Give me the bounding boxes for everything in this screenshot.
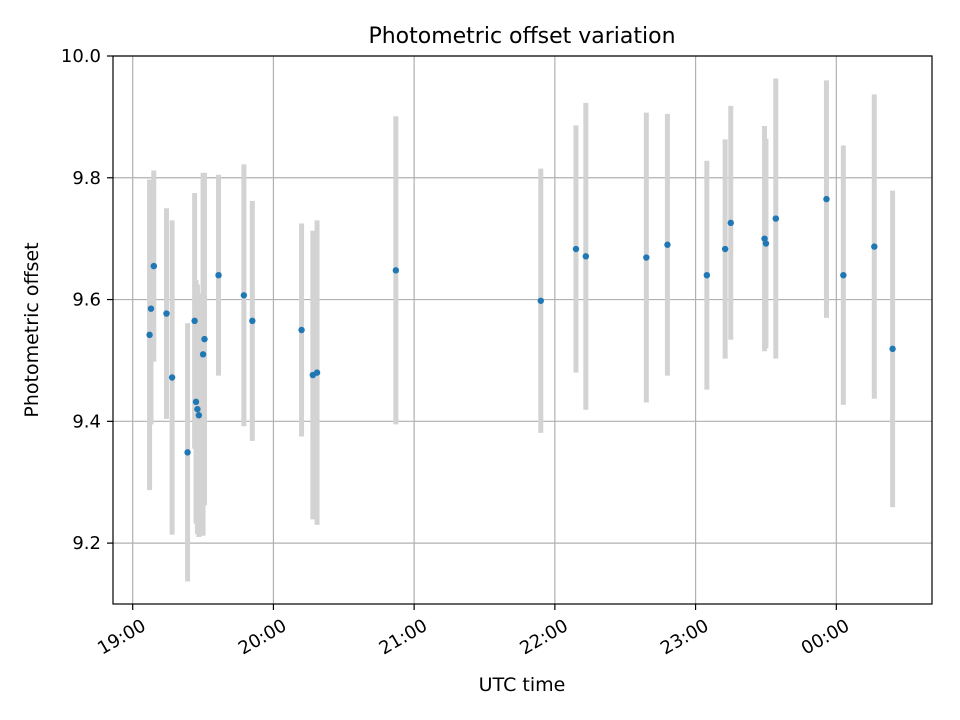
data-point	[215, 272, 222, 279]
data-point	[192, 398, 200, 406]
data-point	[664, 241, 671, 248]
data-point	[163, 310, 170, 317]
y-tick-label: 9.6	[72, 290, 101, 311]
data-point	[184, 449, 191, 456]
data-point	[762, 240, 770, 247]
data-point	[195, 412, 203, 419]
y-tick-label: 9.2	[72, 533, 101, 554]
plot-frame	[112, 55, 933, 605]
data-point	[871, 243, 878, 250]
data-point	[201, 335, 208, 343]
data-point	[249, 317, 256, 325]
y-tick-label: 9.8	[72, 168, 101, 189]
y-tick-label: 10.0	[61, 46, 101, 67]
data-point	[191, 317, 198, 325]
data-point	[643, 254, 650, 261]
data-point	[199, 351, 207, 358]
data-point	[889, 345, 896, 353]
data-point	[537, 297, 544, 304]
data-point	[146, 331, 153, 339]
x-axis-label: UTC time	[479, 674, 566, 696]
data-point	[150, 262, 158, 270]
data-point	[761, 235, 768, 242]
data-point	[240, 292, 248, 299]
data-point	[721, 245, 729, 253]
data-point	[823, 195, 830, 203]
data-points	[146, 195, 896, 456]
data-point	[392, 267, 400, 274]
data-point	[194, 405, 201, 413]
y-tick-label: 9.4	[72, 411, 101, 432]
data-point	[313, 369, 321, 376]
data-point	[840, 272, 847, 279]
data-point	[582, 253, 590, 260]
data-point	[727, 219, 734, 227]
y-axis-label: Photometric offset	[21, 242, 43, 417]
chart-title: Photometric offset variation	[368, 24, 675, 49]
data-point	[703, 272, 711, 279]
data-point	[298, 326, 305, 334]
axis-ticks: 19:00 20:00 21:00 22:00 23:00 00:009.29.49.69…	[61, 46, 853, 659]
data-point	[168, 374, 176, 381]
data-point	[572, 245, 580, 253]
data-point	[772, 215, 779, 222]
data-point	[147, 305, 155, 312]
